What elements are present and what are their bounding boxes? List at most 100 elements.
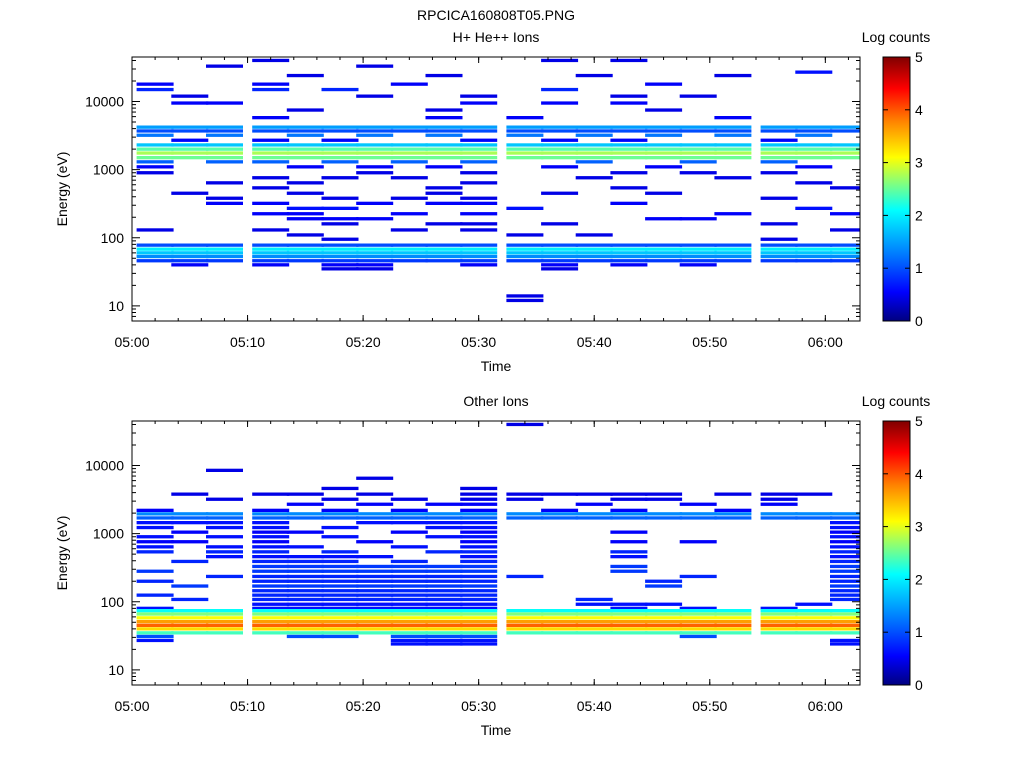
heatmap-cell — [390, 602, 428, 606]
colorbar-tick-label: 0 — [915, 677, 923, 693]
heatmap-cell — [830, 228, 860, 232]
heatmap-cell — [460, 151, 498, 155]
heatmap-cell — [206, 156, 243, 160]
heatmap-cell — [252, 116, 290, 120]
heatmap-cell — [760, 251, 798, 255]
heatmap-cell — [575, 176, 613, 180]
heatmap-cell — [830, 151, 860, 155]
heatmap-cell — [390, 243, 428, 247]
heatmap-cell — [252, 87, 290, 92]
heatmap-cell — [171, 612, 209, 616]
heatmap-cell — [575, 151, 613, 155]
heatmap-cell — [252, 602, 290, 606]
heatmap-cell — [541, 263, 579, 267]
heatmap-cell — [286, 254, 324, 259]
heatmap-cell — [356, 125, 394, 129]
heatmap-cell — [460, 156, 498, 160]
heatmap-cell — [795, 206, 833, 210]
heatmap-cell — [356, 620, 394, 624]
heatmap-cell — [206, 620, 243, 624]
heatmap-cell — [252, 559, 290, 564]
heatmap-cell — [390, 151, 428, 155]
heatmap-cell — [136, 254, 174, 259]
heatmap-cell — [206, 616, 243, 620]
heatmap-cell — [575, 492, 613, 496]
heatmap-cell — [610, 101, 648, 105]
heatmap-cell — [506, 143, 544, 147]
heatmap-cell — [356, 64, 394, 68]
heatmap-cell — [390, 564, 428, 569]
heatmap-cell — [645, 254, 683, 259]
heatmap-cell — [136, 247, 174, 251]
heatmap-cell — [425, 638, 463, 643]
heatmap-cell — [171, 597, 209, 602]
heatmap-cell — [460, 550, 498, 554]
heatmap-cell — [425, 201, 463, 205]
heatmap-cell — [425, 108, 463, 112]
heatmap-cell — [206, 259, 243, 263]
heatmap-cell — [795, 156, 833, 160]
heatmap-cell — [390, 82, 428, 86]
heatmap-cell — [610, 247, 648, 251]
heatmap-cell — [171, 627, 209, 631]
heatmap-cell — [321, 612, 359, 616]
heatmap-cell — [541, 138, 579, 142]
heatmap-cell — [760, 516, 798, 520]
heatmap-cell — [575, 251, 613, 255]
heatmap-cell — [136, 151, 174, 155]
heatmap-cell — [760, 237, 798, 241]
heatmap-cell — [252, 589, 290, 593]
heatmap-cell — [286, 559, 324, 564]
heatmap-cell — [356, 631, 394, 635]
heatmap-cell — [136, 125, 174, 129]
heatmap-cell — [136, 540, 174, 544]
x-axis-panel-2: 05:00 05:10 05:20 05:30 05:40 05:50 06:00 — [114, 421, 849, 714]
heatmap-cell — [460, 627, 498, 631]
heatmap-cell — [171, 191, 209, 195]
heatmap-cell — [390, 584, 428, 588]
colorbar-tick-label: 1 — [915, 260, 923, 276]
heatmap-cell — [575, 620, 613, 624]
heatmap-cell — [679, 263, 717, 267]
heatmap-cell — [830, 638, 860, 643]
heatmap-cell — [645, 259, 683, 263]
heatmap-cell — [830, 550, 860, 554]
heatmap-cell — [460, 497, 498, 501]
heatmap-cell — [136, 623, 174, 627]
heatmap-cell — [425, 623, 463, 627]
heatmap-cell — [610, 497, 648, 501]
heatmap-cell — [541, 87, 579, 92]
heatmap-cell — [286, 147, 324, 151]
heatmap-cell — [575, 160, 613, 164]
heatmap-cell — [252, 584, 290, 588]
heatmap-cell — [321, 634, 359, 639]
heatmap-cell — [390, 620, 428, 624]
heatmap-cell — [645, 616, 683, 620]
heatmap-cell — [830, 259, 860, 263]
heatmap-cell — [171, 616, 209, 620]
heatmap-cell — [760, 512, 798, 516]
heatmap-cell — [136, 160, 174, 164]
heatmap-cell — [760, 609, 798, 613]
heatmap-cell — [541, 147, 579, 151]
heatmap-cell — [460, 545, 498, 549]
heatmap-cell — [460, 564, 498, 569]
heatmap-cell — [136, 512, 174, 516]
heatmap-cell — [760, 492, 798, 496]
heatmap-cell — [795, 623, 833, 627]
heatmap-cell — [610, 186, 648, 190]
heatmap-cell — [795, 492, 833, 496]
heatmap-cell — [356, 492, 394, 496]
y-tick-label: 1000 — [93, 526, 124, 542]
y-tick-label: 10000 — [85, 458, 124, 474]
x-tick-label: 06:00 — [808, 334, 843, 350]
heatmap-cell — [714, 609, 752, 613]
heatmap-cell — [679, 512, 717, 516]
heatmap-cell — [506, 129, 544, 133]
heatmap-cell — [714, 247, 752, 251]
heatmap-cell — [760, 497, 798, 501]
heatmap-cell — [714, 176, 752, 180]
heatmap-cell — [610, 627, 648, 631]
heatmap-cell — [356, 502, 394, 506]
colorbar-1-ticks: 0 1 2 3 4 5 — [883, 49, 923, 329]
